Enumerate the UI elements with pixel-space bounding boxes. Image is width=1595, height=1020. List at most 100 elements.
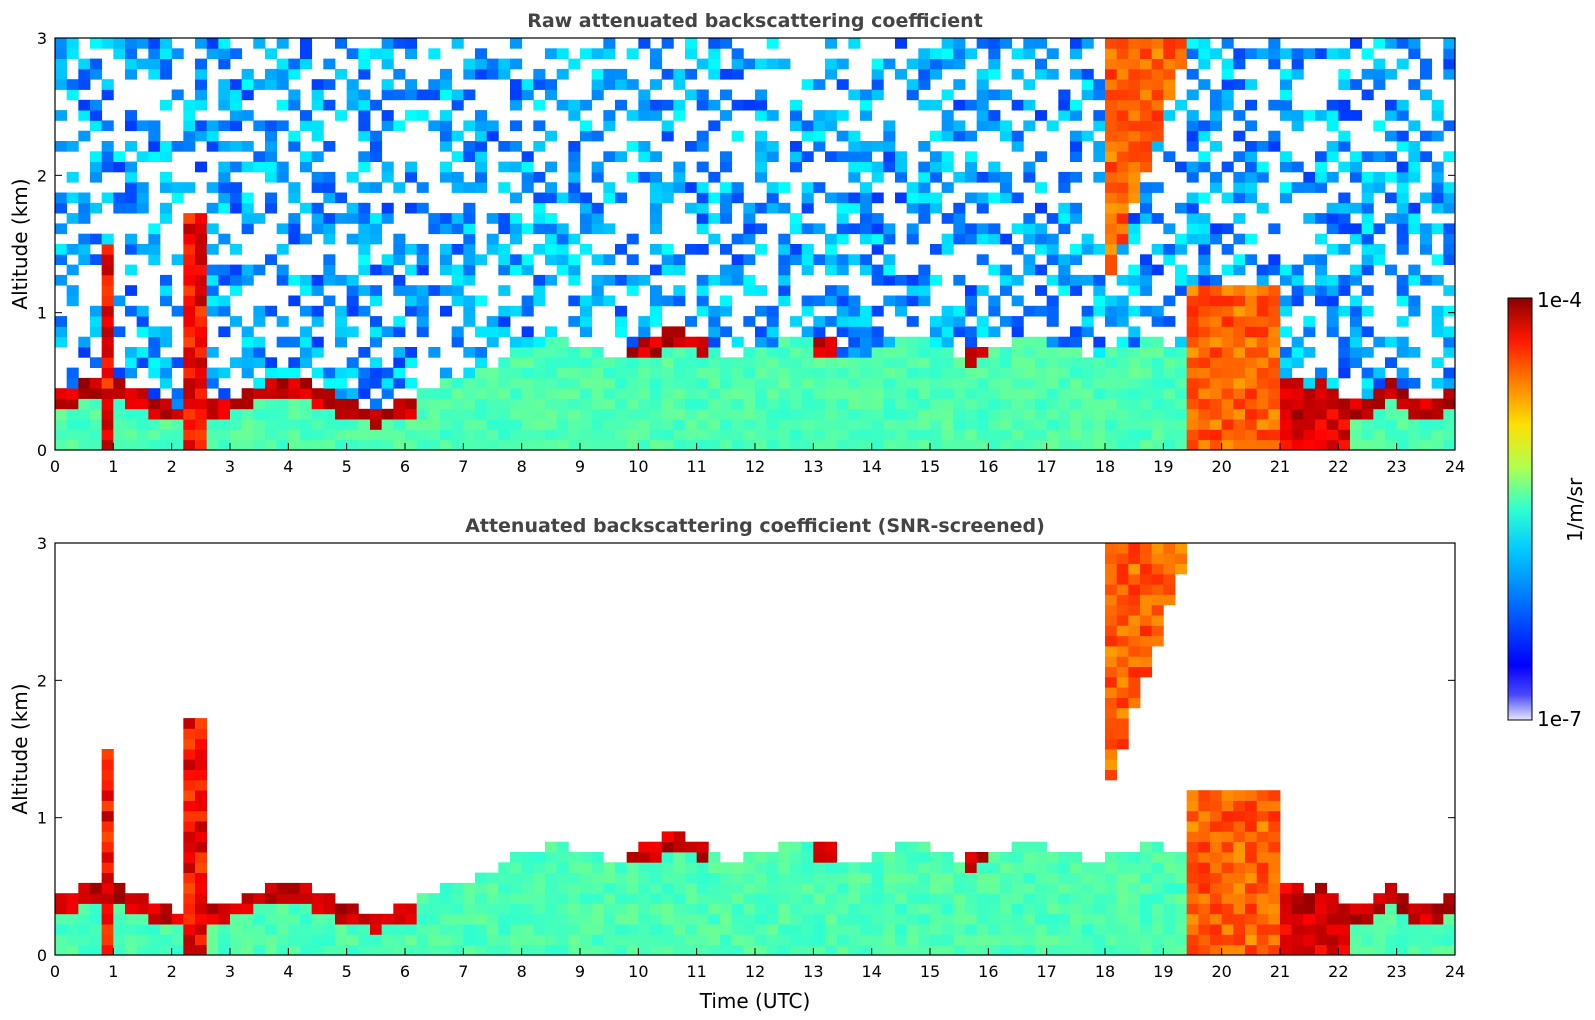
heatmap-cell (1105, 656, 1118, 667)
heatmap-cell (1338, 99, 1351, 111)
heatmap-cell (1023, 944, 1036, 956)
heatmap-cell (55, 419, 68, 430)
heatmap-cell (661, 924, 674, 935)
heatmap-cell (241, 429, 254, 441)
heatmap-cell (241, 367, 254, 379)
heatmap-cell (1023, 924, 1036, 935)
heatmap-cell (1163, 388, 1176, 399)
heatmap-cell (183, 110, 196, 121)
heatmap-cell (1268, 58, 1281, 70)
heatmap-cell (1058, 419, 1071, 430)
heatmap-cell (1350, 419, 1363, 430)
y-tick-label: 0 (37, 946, 47, 965)
heatmap-cell (1210, 233, 1223, 245)
heatmap-cell (848, 862, 861, 873)
heatmap-cell (673, 903, 686, 915)
heatmap-cell (883, 388, 896, 399)
heatmap-cell (393, 408, 406, 420)
heatmap-cell (265, 377, 278, 389)
heatmap-cell (475, 110, 488, 121)
heatmap-cell (498, 903, 511, 915)
heatmap-cell (1350, 326, 1363, 338)
heatmap-cell (101, 38, 114, 49)
heatmap-cell (206, 408, 219, 420)
heatmap-cell (801, 924, 814, 935)
heatmap-cell (1361, 944, 1374, 956)
heatmap-cell (755, 130, 768, 142)
heatmap-cell (603, 882, 616, 894)
heatmap-cell (1303, 944, 1316, 956)
heatmap-cell (580, 367, 593, 379)
heatmap-cell (953, 48, 966, 59)
heatmap-cell (556, 429, 569, 441)
heatmap-cell (276, 171, 289, 183)
heatmap-cell (533, 274, 546, 286)
heatmap-cell (78, 429, 91, 441)
heatmap-cell (1151, 419, 1164, 430)
heatmap-cell (568, 151, 581, 162)
heatmap-cell (1186, 202, 1199, 214)
heatmap-cell (1128, 151, 1141, 162)
heatmap-cell (1140, 841, 1153, 853)
heatmap-cell (650, 223, 663, 235)
heatmap-cell (475, 388, 488, 399)
heatmap-cell (1151, 244, 1164, 255)
heatmap-cell (918, 862, 931, 873)
heatmap-cell (825, 316, 838, 327)
heatmap-cell (813, 852, 826, 863)
heatmap-cell (1128, 141, 1141, 152)
heatmap-cell (1175, 274, 1188, 286)
heatmap-cell (871, 944, 884, 956)
heatmap-cell (55, 408, 68, 420)
heatmap-cell (1093, 934, 1106, 946)
heatmap-cell (556, 439, 569, 451)
heatmap-cell (568, 862, 581, 873)
heatmap-cell (650, 872, 663, 884)
heatmap-cell (230, 244, 243, 255)
heatmap-cell (1163, 223, 1176, 235)
heatmap-cell (1431, 913, 1444, 925)
heatmap-cell (615, 903, 628, 915)
heatmap-cell (475, 924, 488, 935)
heatmap-cell (941, 233, 954, 245)
heatmap-cell (1128, 347, 1141, 358)
heatmap-cell (743, 357, 756, 368)
heatmap-cell (1023, 38, 1036, 49)
heatmap-cell (731, 408, 744, 420)
heatmap-cell (90, 882, 103, 894)
heatmap-cell (1151, 367, 1164, 379)
heatmap-cell (1245, 161, 1258, 173)
heatmap-cell (358, 130, 371, 142)
heatmap-cell (918, 841, 931, 853)
heatmap-cell (1198, 161, 1211, 173)
heatmap-cell (871, 377, 884, 389)
heatmap-cell (790, 254, 803, 265)
heatmap-cell (113, 913, 126, 925)
heatmap-cell (358, 944, 371, 956)
heatmap-cell (230, 419, 243, 430)
heatmap-cell (603, 223, 616, 235)
heatmap-cell (1093, 893, 1106, 904)
heatmap-cell (766, 893, 779, 904)
heatmap-cell (136, 944, 149, 956)
heatmap-cell (78, 439, 91, 451)
heatmap-cell (90, 893, 103, 904)
heatmap-cell (778, 202, 791, 214)
heatmap-cell (265, 130, 278, 142)
heatmap-cell (895, 68, 908, 80)
heatmap-cell (311, 398, 324, 410)
heatmap-cell (1116, 615, 1129, 626)
heatmap-cell (288, 893, 301, 904)
heatmap-cell (1350, 347, 1363, 358)
heatmap-cell (1443, 336, 1456, 348)
heatmap-cell (708, 377, 721, 389)
heatmap-cell (463, 254, 476, 265)
heatmap-cell (1070, 336, 1083, 348)
heatmap-cell (300, 408, 313, 420)
heatmap-cell (1210, 316, 1223, 327)
heatmap-cell (638, 357, 651, 368)
heatmap-cell (346, 79, 359, 90)
heatmap-cell (906, 872, 919, 884)
heatmap-cell (1116, 192, 1129, 204)
heatmap-cell (66, 944, 79, 956)
